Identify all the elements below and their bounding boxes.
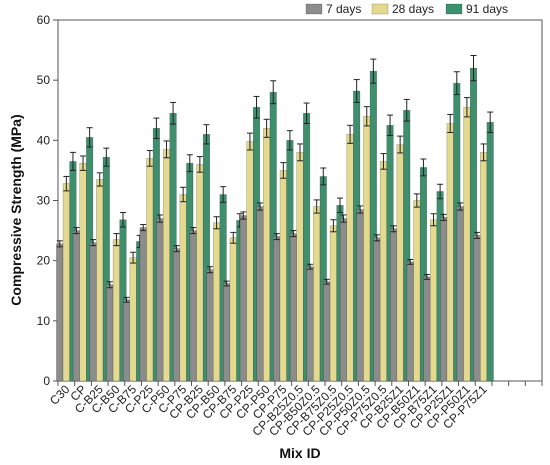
bar (456, 206, 464, 382)
y-axis-title: Compressive Strength (MPa) (8, 114, 24, 305)
legend-swatch (305, 3, 323, 15)
bar (379, 161, 387, 382)
bar (213, 222, 221, 382)
bar (296, 152, 304, 382)
bar (162, 149, 171, 382)
bar (256, 206, 264, 382)
bar (339, 218, 348, 382)
bar (313, 206, 321, 382)
bar (112, 239, 120, 382)
bar (223, 283, 231, 382)
bar (306, 266, 314, 382)
bar (229, 237, 237, 382)
bar (273, 236, 281, 382)
legend: 7 days 28 days 91 days (305, 2, 508, 16)
y-tick-label: 60 (37, 13, 51, 27)
y-tick-label: 0 (43, 374, 50, 388)
bar (129, 257, 137, 382)
bar (179, 194, 187, 382)
bar (406, 261, 414, 382)
bar (440, 217, 448, 382)
bar (96, 179, 104, 382)
bar (72, 230, 80, 382)
bar (122, 299, 131, 382)
legend-swatch (445, 3, 463, 15)
y-tick-label: 40 (37, 133, 51, 147)
bars (56, 54, 494, 382)
legend-swatch (371, 3, 389, 15)
bar (473, 235, 481, 382)
bar (189, 230, 197, 382)
bar (486, 122, 494, 382)
legend-label: 7 days (326, 2, 361, 16)
bar (206, 269, 214, 382)
bar (146, 158, 154, 382)
legend-label: 91 days (466, 2, 508, 16)
x-axis-title: Mix ID (279, 445, 320, 461)
bar (346, 134, 354, 382)
y-tick-label: 30 (37, 194, 51, 208)
bar (396, 144, 404, 382)
bar (196, 164, 204, 382)
bar (446, 123, 454, 382)
bar (363, 116, 371, 382)
bar (239, 215, 247, 382)
bar (56, 243, 64, 382)
bar (279, 170, 287, 382)
bar (139, 227, 147, 382)
bar (323, 281, 331, 382)
axes: 0102030405060C30CPC-B25C-B50C-B75C-P25C-… (37, 13, 543, 439)
y-tick-label: 10 (37, 314, 51, 328)
bar (373, 237, 381, 382)
bar (246, 141, 254, 382)
bar (480, 152, 488, 382)
y-tick-label: 50 (37, 73, 51, 87)
bar (79, 162, 87, 382)
bar (429, 219, 438, 382)
bar (62, 183, 70, 382)
bar (413, 200, 421, 382)
bar (106, 284, 114, 382)
y-tick-label: 20 (37, 254, 51, 268)
bar (156, 218, 164, 382)
bar (423, 276, 431, 382)
bar (173, 248, 181, 382)
bar (356, 209, 364, 382)
bar (463, 106, 471, 382)
legend-label: 28 days (392, 2, 434, 16)
bar (389, 228, 398, 382)
bar (329, 225, 337, 382)
bar (263, 128, 271, 382)
bar (289, 233, 297, 382)
bar (89, 242, 97, 382)
